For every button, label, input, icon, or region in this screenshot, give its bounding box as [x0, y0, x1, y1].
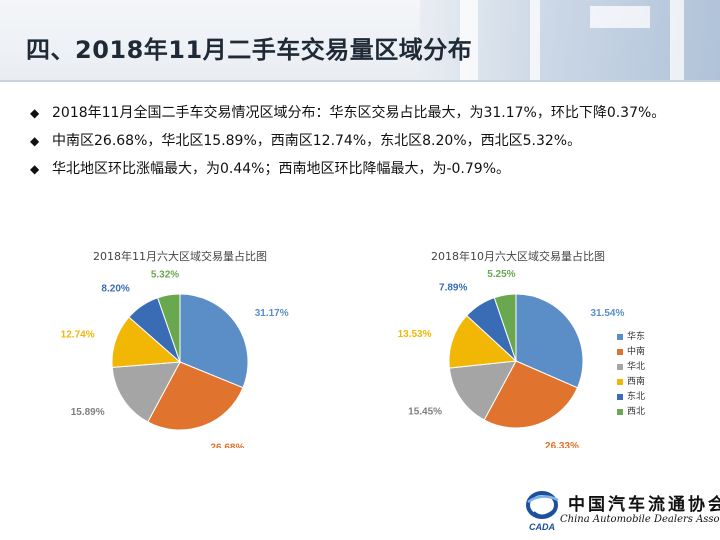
pie-slice-华东 [179, 293, 249, 389]
data-label: 26.68% [210, 443, 244, 448]
data-label: 5.25% [487, 269, 515, 280]
data-label: 15.45% [408, 407, 442, 418]
pie-chart-nov-svg: 31.17% 26.68% 15.89% 12.74% 8.20% 5.32% [61, 269, 289, 448]
data-label: 8.20% [101, 283, 129, 294]
legend-item: 华北 [617, 360, 645, 375]
data-label: 15.89% [71, 407, 105, 418]
header-decoration [420, 0, 720, 80]
cada-logo-icon: CADA [526, 491, 559, 532]
diamond-bullet-icon: ◆ [30, 162, 40, 176]
pie-chart-oct: 2018年10月六大区域交易量占比图 31.54% 26.33% 15.45% 13.… [368, 248, 668, 448]
data-label: 31.54% [590, 308, 624, 319]
pie-slice-华北 [111, 361, 181, 423]
pie-slice-西南 [448, 314, 518, 369]
bullet-item: ◆ 2018年11月全国二手车交易情况区域分布：华东区交易占比最大，为31.17… [30, 100, 700, 126]
legend-item: 西北 [617, 405, 645, 420]
pie-slice-西北 [157, 293, 181, 363]
data-label: 5.32% [151, 269, 179, 280]
chart-title: 2018年11月六大区域交易量占比图 [93, 250, 267, 263]
summary-bullets: ◆ 2018年11月全国二手车交易情况区域分布：华东区交易占比最大，为31.17… [30, 100, 700, 182]
legend-label: 西北 [627, 407, 646, 417]
legend-swatch [617, 378, 623, 385]
data-label: 12.74% [61, 330, 95, 341]
logo-mark-text: CADA [529, 522, 555, 532]
logo-name-cn: 中国汽车流通协会 [568, 495, 720, 515]
legend-swatch [617, 408, 623, 415]
page-title: 四、2018年11月二手车交易量区域分布 [26, 36, 473, 64]
legend-label: 西南 [627, 377, 646, 387]
legend-item: 西南 [617, 375, 645, 390]
legend-swatch [617, 348, 623, 355]
pie-slice-华北 [448, 360, 517, 421]
data-label: 26.33% [545, 441, 579, 448]
pie-slice-华东 [515, 293, 584, 389]
diamond-bullet-icon: ◆ [30, 134, 40, 148]
bullet-item: ◆ 中南区26.68%，华北区15.89%，西南区12.74%，东北区8.20%… [30, 128, 700, 154]
chart-title: 2018年10月六大区域交易量占比图 [431, 250, 605, 263]
slide-header: 四、2018年11月二手车交易量区域分布 [0, 0, 720, 82]
pie-slice-中南 [147, 361, 244, 431]
legend-item: 中南 [617, 345, 645, 360]
legend-swatch [617, 393, 623, 400]
legend-label: 中南 [627, 347, 646, 357]
bullet-text: 2018年11月全国二手车交易情况区域分布：华东区交易占比最大，为31.17%，… [52, 105, 666, 121]
legend-label: 华东 [627, 332, 646, 342]
pie-slice-西北 [493, 293, 517, 362]
pie-chart-nov: 2018年11月六大区域交易量占比图 31.17% 26.68% 15.89% 12.… [30, 248, 330, 448]
data-label: 13.53% [398, 329, 432, 340]
legend-swatch [617, 363, 623, 370]
legend-label: 华北 [627, 362, 646, 372]
bullet-text: 华北地区环比涨幅最大，为0.44%；西南地区环比降幅最大，为-0.79%。 [52, 161, 510, 177]
chart-legend: 华东 中南 华北 西南 东北 西北 [617, 330, 645, 420]
diamond-bullet-icon: ◆ [30, 106, 40, 120]
association-logo: CADA 中国汽车流通协会 China Automobile Dealers A… [520, 488, 720, 534]
legend-item: 华东 [617, 330, 645, 345]
legend-label: 东北 [627, 392, 646, 402]
data-label: 7.89% [439, 282, 467, 293]
pie-chart-oct-svg: 31.54% 26.33% 15.45% 13.53% 7.89% 5.25% [398, 269, 625, 448]
data-label: 31.17% [255, 308, 289, 319]
bullet-item: ◆ 华北地区环比涨幅最大，为0.44%；西南地区环比降幅最大，为-0.79%。 [30, 156, 700, 182]
logo-name-en: China Automobile Dealers Association [560, 514, 720, 525]
legend-item: 东北 [617, 390, 645, 405]
legend-swatch [617, 333, 623, 340]
bullet-text: 中南区26.68%，华北区15.89%，西南区12.74%，东北区8.20%，西… [52, 133, 582, 149]
